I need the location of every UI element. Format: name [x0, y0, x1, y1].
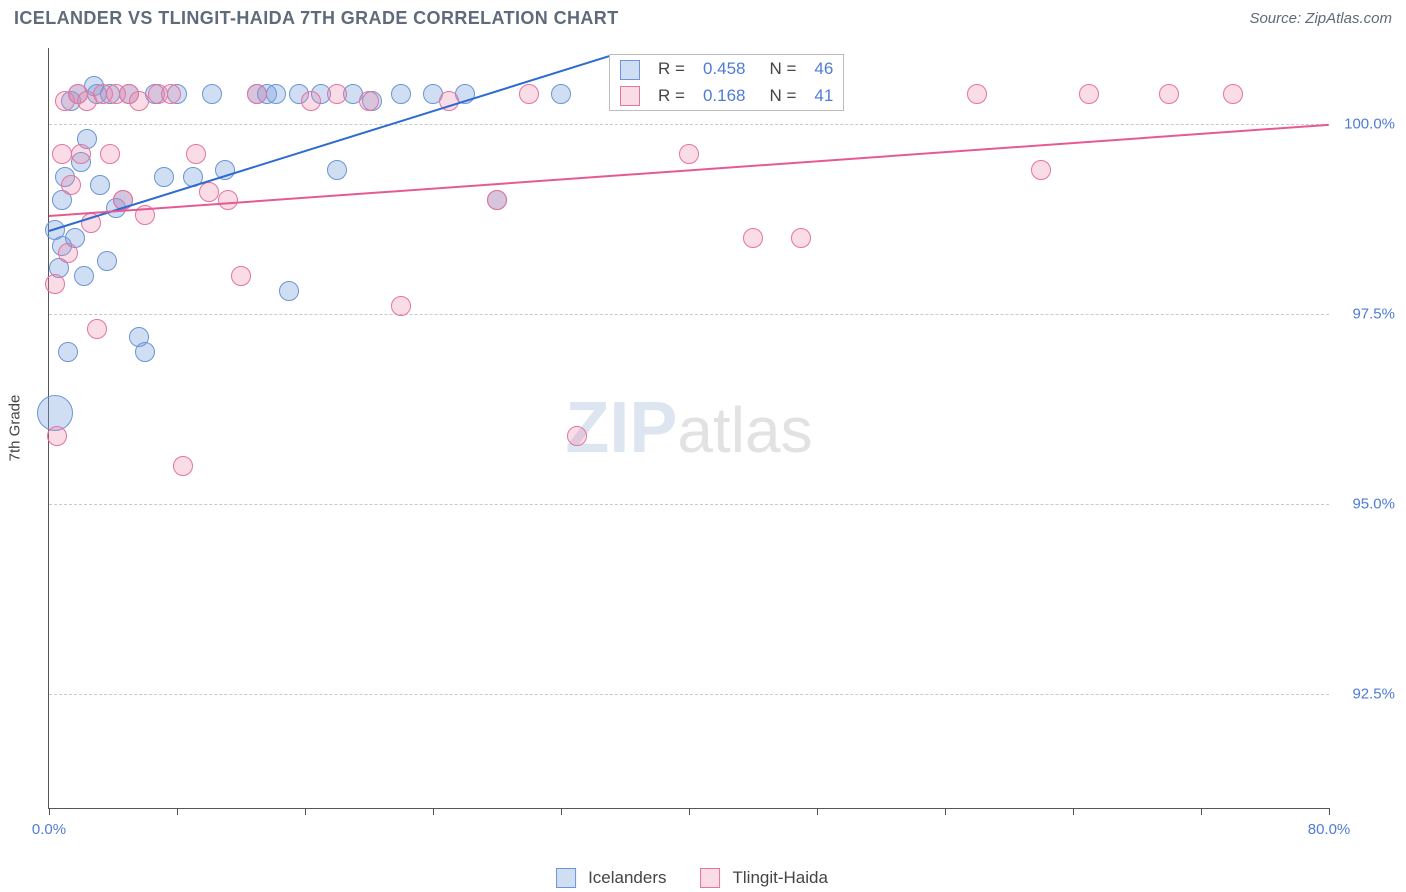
- chart-title: ICELANDER VS TLINGIT-HAIDA 7TH GRADE COR…: [14, 8, 619, 29]
- data-point: [61, 175, 81, 195]
- x-tick-label: 80.0%: [1308, 821, 1351, 838]
- data-point: [100, 144, 120, 164]
- data-point: [301, 91, 321, 111]
- plot-area: 7th Grade ZIPatlas 92.5%95.0%97.5%100.0%…: [48, 48, 1329, 809]
- data-point: [71, 144, 91, 164]
- chart-container: 7th Grade ZIPatlas 92.5%95.0%97.5%100.0%…: [48, 48, 1398, 828]
- data-point: [1223, 84, 1243, 104]
- data-point: [52, 144, 72, 164]
- legend-swatch: [701, 868, 721, 888]
- legend-stats: R =0.458N =46R =0.168N =41: [609, 54, 844, 111]
- data-point: [186, 144, 206, 164]
- data-point: [74, 266, 94, 286]
- data-point: [218, 190, 238, 210]
- data-point: [391, 296, 411, 316]
- x-tick-label: 0.0%: [32, 821, 66, 838]
- data-point: [154, 167, 174, 187]
- data-point: [551, 84, 571, 104]
- watermark: ZIPatlas: [565, 387, 812, 469]
- data-point: [1159, 84, 1179, 104]
- data-point: [173, 456, 193, 476]
- y-axis-label: 7th Grade: [7, 395, 24, 462]
- data-point: [58, 342, 78, 362]
- legend-label: Icelanders: [588, 868, 666, 887]
- data-point: [90, 175, 110, 195]
- data-point: [967, 84, 987, 104]
- y-tick-label: 97.5%: [1335, 306, 1395, 323]
- data-point: [519, 84, 539, 104]
- legend-swatch: [556, 868, 576, 888]
- data-point: [45, 274, 65, 294]
- trend-line: [49, 56, 610, 233]
- data-point: [327, 160, 347, 180]
- data-point: [1079, 84, 1099, 104]
- data-point: [58, 243, 78, 263]
- y-tick-label: 100.0%: [1335, 116, 1395, 133]
- data-point: [97, 251, 117, 271]
- data-point: [135, 342, 155, 362]
- data-point: [1031, 160, 1051, 180]
- data-point: [743, 228, 763, 248]
- data-point: [266, 84, 286, 104]
- data-point: [391, 84, 411, 104]
- data-point: [161, 84, 181, 104]
- y-tick-label: 92.5%: [1335, 686, 1395, 703]
- data-point: [487, 190, 507, 210]
- data-point: [202, 84, 222, 104]
- data-point: [359, 91, 379, 111]
- y-tick-label: 95.0%: [1335, 496, 1395, 513]
- data-point: [327, 84, 347, 104]
- data-point: [199, 182, 219, 202]
- data-point: [47, 426, 67, 446]
- data-point: [87, 319, 107, 339]
- data-point: [247, 84, 267, 104]
- source-label: Source: ZipAtlas.com: [1249, 10, 1392, 27]
- data-point: [129, 91, 149, 111]
- data-point: [231, 266, 251, 286]
- data-point: [279, 281, 299, 301]
- legend-bottom: Icelanders Tlingit-Haida: [550, 867, 856, 888]
- data-point: [679, 144, 699, 164]
- legend-label: Tlingit-Haida: [733, 868, 828, 887]
- data-point: [791, 228, 811, 248]
- data-point: [567, 426, 587, 446]
